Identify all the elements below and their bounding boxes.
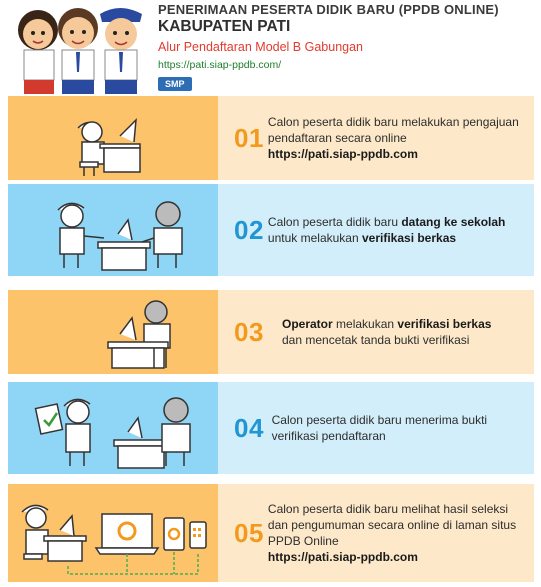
step-number: 03 — [234, 316, 264, 347]
step-description: Calon peserta didik baru menerima bukti … — [271, 413, 488, 443]
step-description: Calon peserta didik baru datang ke sekol… — [267, 215, 506, 245]
step-number: 01 — [234, 122, 264, 153]
subtitle: Alur Pendaftaran Model B Gabungan — [158, 40, 363, 54]
step-5-illustration — [8, 484, 218, 582]
step-4: 04 Calon peserta didik baru menerima buk… — [8, 382, 534, 474]
step-2-illustration — [8, 184, 218, 276]
level-badge: SMP — [158, 77, 192, 91]
step-3: 03 Operator melakukan verifikasi berkas d… — [8, 290, 534, 374]
region-title: KABUPATEN PATI — [158, 18, 291, 35]
site-url[interactable]: https://pati.siap-ppdb.com/ — [158, 59, 282, 71]
step-4-illustration — [8, 382, 218, 474]
step-number: 04 — [234, 412, 264, 443]
step-1-illustration — [8, 96, 218, 180]
title-line: PENERIMAAN PESERTA DIDIK BARU (PPDB ONLI… — [158, 2, 499, 17]
step-url[interactable]: https://pati.siap-ppdb.com — [267, 147, 418, 161]
header: PENERIMAAN PESERTA DIDIK BARU (PPDB ONLI… — [0, 0, 541, 95]
students-illustration — [18, 8, 142, 94]
step-5: 05 Calon peserta didik baru melihat hasi… — [8, 484, 534, 582]
step-number: 02 — [234, 214, 264, 245]
step-description: Operator melakukan verifikasi berkas dan … — [282, 317, 492, 347]
step-number: 05 — [234, 517, 264, 548]
step-2: 02 Calon peserta didik baru datang ke se… — [8, 184, 534, 276]
step-description: Calon peserta didik baru melihat hasil s… — [267, 502, 517, 564]
step-1: 01 Calon peserta didik baru melakukan pe… — [8, 96, 534, 180]
step-url[interactable]: https://pati.siap-ppdb.com — [267, 550, 418, 564]
step-description: Calon peserta didik baru melakukan penga… — [267, 115, 519, 161]
step-3-illustration — [8, 290, 218, 374]
